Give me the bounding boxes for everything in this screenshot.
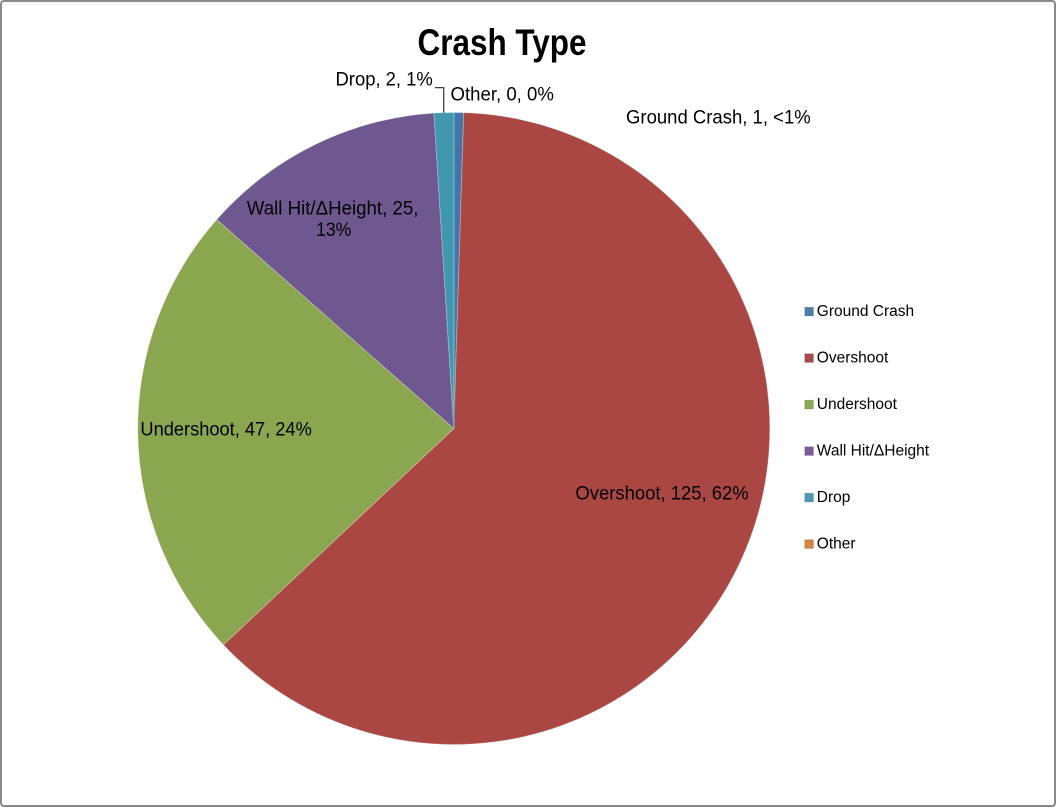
svg-text:Drop, 2, 1%: Drop, 2, 1% (336, 68, 433, 90)
svg-text:Undershoot, 47, 24%: Undershoot, 47, 24% (140, 419, 311, 441)
svg-text:Wall Hit/ΔHeight: Wall Hit/ΔHeight (817, 442, 930, 459)
svg-text:Overshoot, 125, 62%: Overshoot, 125, 62% (575, 483, 748, 505)
svg-text:Wall Hit/ΔHeight, 25,: Wall Hit/ΔHeight, 25, (247, 198, 419, 220)
svg-text:Other: Other (817, 535, 856, 552)
svg-text:Ground Crash: Ground Crash (817, 303, 914, 320)
svg-text:Crash Type: Crash Type (418, 21, 587, 63)
svg-text:Other, 0, 0%: Other, 0, 0% (451, 83, 554, 105)
svg-text:13%: 13% (316, 219, 351, 241)
svg-text:Drop: Drop (817, 489, 851, 506)
svg-text:Ground Crash, 1, <1%: Ground Crash, 1, <1% (626, 106, 811, 128)
svg-text:Overshoot: Overshoot (817, 349, 889, 366)
svg-text:Undershoot: Undershoot (817, 396, 898, 413)
